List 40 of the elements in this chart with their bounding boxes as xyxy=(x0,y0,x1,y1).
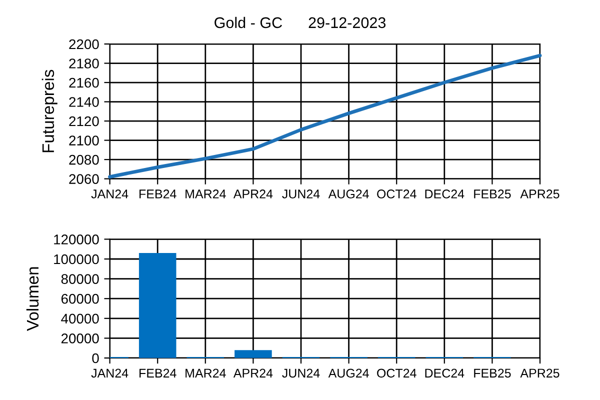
y-tick-label: 2080 xyxy=(69,154,99,165)
x-tick-label: APR25 xyxy=(520,190,560,198)
x-tick-label: AUG24 xyxy=(328,368,369,378)
y-tick-label: 2200 xyxy=(69,39,99,50)
y-axis-title: Volumen xyxy=(26,267,39,331)
y-tick-label: 2060 xyxy=(69,174,99,184)
y-tick-label: 120000 xyxy=(54,234,99,244)
x-tick-label: APR24 xyxy=(233,190,273,198)
x-tick-label: APR24 xyxy=(233,368,273,378)
bar xyxy=(234,350,272,358)
y-tick-label: 100000 xyxy=(54,254,99,264)
y-tick-label: 2120 xyxy=(69,116,99,126)
x-tick-label: AUG24 xyxy=(328,190,369,198)
y-tick-label: 2140 xyxy=(69,97,99,107)
x-tick-label: MAR24 xyxy=(186,190,226,198)
y-tick-label: 2180 xyxy=(69,58,99,68)
x-tick-label: FEB25 xyxy=(474,190,511,198)
x-tick-label: JAN24 xyxy=(91,368,128,378)
y-tick-label: 20000 xyxy=(61,334,99,344)
x-tick-label: JUN24 xyxy=(282,368,320,378)
x-tick-label: FEB25 xyxy=(474,368,511,378)
x-tick-label: OCT24 xyxy=(377,190,416,198)
y-tick-label: 60000 xyxy=(61,294,99,304)
y-tick-label: 0 xyxy=(92,353,99,364)
bar xyxy=(138,253,176,358)
x-tick-label: JUN24 xyxy=(282,190,320,198)
x-tick-label: MAR24 xyxy=(186,368,226,378)
x-tick-label: JAN24 xyxy=(91,190,128,198)
x-tick-label: FEB24 xyxy=(140,190,176,198)
x-tick-label: DEC24 xyxy=(425,368,464,378)
x-tick-label: APR25 xyxy=(520,368,560,378)
y-tick-label: 80000 xyxy=(61,274,99,284)
x-tick-label: DEC24 xyxy=(425,190,464,198)
y-axis-title: Futurepreis xyxy=(42,70,58,152)
y-tick-label: 2160 xyxy=(69,78,99,88)
y-tick-label: 40000 xyxy=(61,314,99,324)
y-tick-label: 2100 xyxy=(69,136,99,146)
x-tick-label: FEB24 xyxy=(140,368,176,378)
x-tick-label: OCT24 xyxy=(377,368,416,378)
chart-title: Gold - GC 29-12-2023 xyxy=(214,16,386,28)
